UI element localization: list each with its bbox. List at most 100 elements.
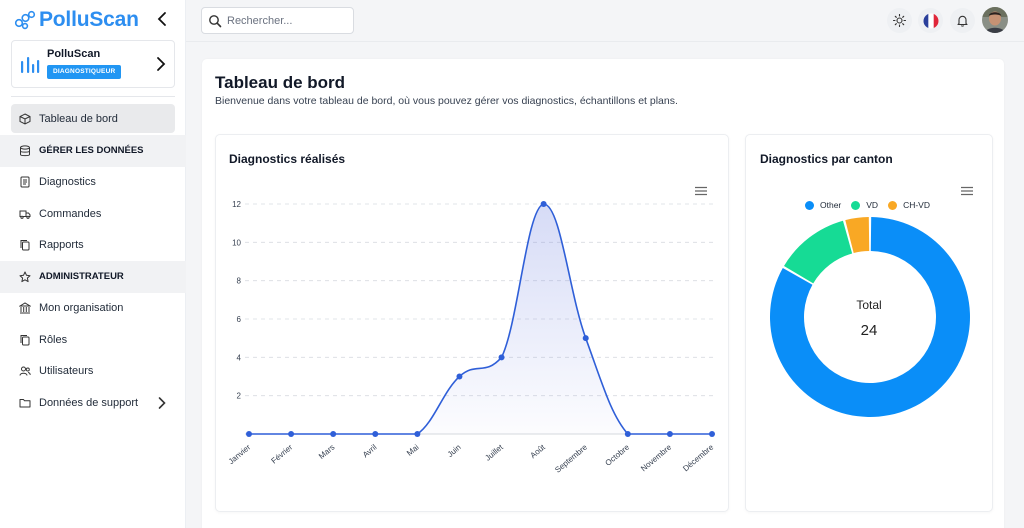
- x-tick-label: Janvier: [227, 442, 253, 466]
- sidebar: PolluScan PolluScan DIAGNOSTIQUEUR Table…: [0, 0, 186, 528]
- x-tick-label: Juin: [446, 443, 463, 459]
- donut-legend: Other VD CH-VD: [805, 200, 940, 210]
- user-avatar-image: [982, 7, 1008, 33]
- building-icon: [19, 302, 31, 314]
- molecule-logo-icon: [14, 10, 36, 30]
- sidebar-item-label: Commandes: [39, 207, 102, 220]
- y-tick-label: 2: [237, 392, 242, 401]
- organization-name: PolluScan: [47, 48, 101, 60]
- page-title: Tableau de bord: [215, 73, 346, 92]
- sidebar-section-label: GÉRER LES DONNÉES: [39, 145, 144, 157]
- sidebar-item-commandes[interactable]: Commandes: [0, 198, 186, 230]
- y-tick-label: 10: [232, 238, 241, 247]
- sidebar-item-label: Mon organisation: [39, 302, 124, 315]
- organization-switcher[interactable]: PolluScan DIAGNOSTIQUEUR: [11, 40, 175, 88]
- x-tick-label: Septembre: [553, 442, 589, 474]
- x-tick-label: Février: [270, 442, 295, 465]
- y-tick-label: 4: [237, 353, 242, 362]
- sidebar-item-utilisateurs[interactable]: Utilisateurs: [0, 356, 186, 388]
- users-icon: [19, 366, 31, 376]
- donut-total-value: 24: [860, 322, 878, 339]
- notifications-button[interactable]: [950, 8, 975, 33]
- organization-logo-icon: [21, 57, 40, 73]
- clipboard-icon: [20, 176, 30, 188]
- legend-dot-icon: [805, 200, 814, 210]
- legend-item-other[interactable]: Other: [805, 200, 841, 210]
- x-tick-label: Mai: [405, 442, 421, 457]
- x-tick-label: Juillet: [483, 442, 505, 463]
- legend-label: VD: [866, 200, 879, 210]
- database-icon: [20, 145, 30, 156]
- donut-slice-vd[interactable]: [784, 220, 853, 284]
- search-box[interactable]: [201, 7, 354, 34]
- legend-item-ch-vd[interactable]: CH-VD: [888, 200, 930, 210]
- header-divider: [186, 41, 1024, 42]
- donut-slice-ch-vd[interactable]: [845, 217, 870, 254]
- sidebar-divider: [11, 96, 175, 97]
- data-point[interactable]: [582, 335, 589, 342]
- data-point[interactable]: [372, 431, 379, 437]
- brand-logo-link[interactable]: PolluScan: [14, 8, 139, 32]
- page-subtitle: Bienvenue dans votre tableau de bord, où…: [215, 95, 678, 107]
- diagnostics-chart-title: Diagnostics réalisés: [229, 152, 346, 166]
- sidebar-item-mon-organisation[interactable]: Mon organisation: [0, 293, 186, 325]
- data-point[interactable]: [288, 431, 295, 437]
- sidebar-item-rapports[interactable]: Rapports: [0, 230, 186, 262]
- cube-icon: [19, 112, 31, 125]
- legend-dot-icon: [888, 200, 898, 210]
- x-tick-label: Décembre: [681, 442, 715, 473]
- french-flag-icon: [923, 13, 938, 28]
- y-tick-label: 8: [237, 277, 242, 286]
- donut-total-label: Total: [856, 298, 882, 312]
- canton-donut-chart: [770, 217, 970, 417]
- copy-icon: [20, 240, 30, 251]
- copy-icon: [20, 334, 30, 346]
- diagnostics-chart-panel: [215, 134, 729, 512]
- data-point[interactable]: [666, 431, 673, 437]
- y-tick-label: 6: [237, 315, 242, 324]
- star-icon: [19, 271, 31, 282]
- sidebar-item-label: Rapports: [39, 239, 84, 252]
- data-point[interactable]: [456, 373, 463, 380]
- x-tick-label: Mars: [317, 443, 336, 461]
- data-point[interactable]: [330, 431, 337, 437]
- sidebar-section-administrateur: ADMINISTRATEUR: [0, 261, 186, 293]
- sidebar-item-label: Données de support: [39, 396, 139, 409]
- folder-icon: [19, 398, 31, 408]
- data-point[interactable]: [540, 201, 547, 207]
- data-point[interactable]: [624, 431, 631, 437]
- data-point[interactable]: [414, 431, 421, 437]
- sidebar-item-label: Tableau de bord: [39, 112, 118, 125]
- series-area: [249, 204, 712, 434]
- donut-slice-other[interactable]: [770, 217, 970, 417]
- legend-item-vd[interactable]: VD: [851, 200, 878, 210]
- bell-icon: [957, 15, 968, 27]
- sidebar-item-label: Diagnostics: [39, 176, 96, 189]
- chart-menu-icon[interactable]: [694, 186, 708, 196]
- data-point[interactable]: [246, 431, 252, 437]
- search-input[interactable]: [227, 14, 347, 27]
- theme-toggle-button[interactable]: [887, 8, 912, 33]
- y-tick-label: 12: [232, 200, 241, 209]
- sidebar-item-diagnostics[interactable]: Diagnostics: [0, 167, 186, 199]
- sidebar-nav: Tableau de bord GÉRER LES DONNÉES Diagno…: [0, 104, 186, 419]
- sidebar-item-tableau-de-bord[interactable]: Tableau de bord: [11, 104, 175, 133]
- collapse-sidebar-chevron-icon[interactable]: [154, 10, 172, 28]
- sidebar-section-label: ADMINISTRATEUR: [39, 271, 124, 283]
- user-avatar[interactable]: [982, 7, 1008, 33]
- data-point[interactable]: [498, 354, 505, 361]
- sidebar-section-gerer-les-donnees: GÉRER LES DONNÉES: [0, 135, 186, 167]
- sidebar-item-roles[interactable]: Rôles: [0, 324, 186, 356]
- legend-label: Other: [820, 200, 842, 210]
- data-point[interactable]: [709, 431, 715, 437]
- sun-icon: [893, 14, 906, 27]
- chevron-right-icon: [157, 57, 166, 71]
- canton-chart-title: Diagnostics par canton: [760, 152, 893, 166]
- x-tick-label: Octobre: [604, 442, 632, 468]
- chart-menu-icon[interactable]: [960, 186, 974, 196]
- sidebar-item-label: Rôles: [39, 333, 68, 346]
- brand-name: PolluScan: [39, 8, 139, 31]
- sidebar-item-donnees-de-support[interactable]: Données de support: [0, 387, 186, 419]
- x-tick-label: Avril: [361, 443, 379, 460]
- language-switcher-button[interactable]: [918, 8, 943, 33]
